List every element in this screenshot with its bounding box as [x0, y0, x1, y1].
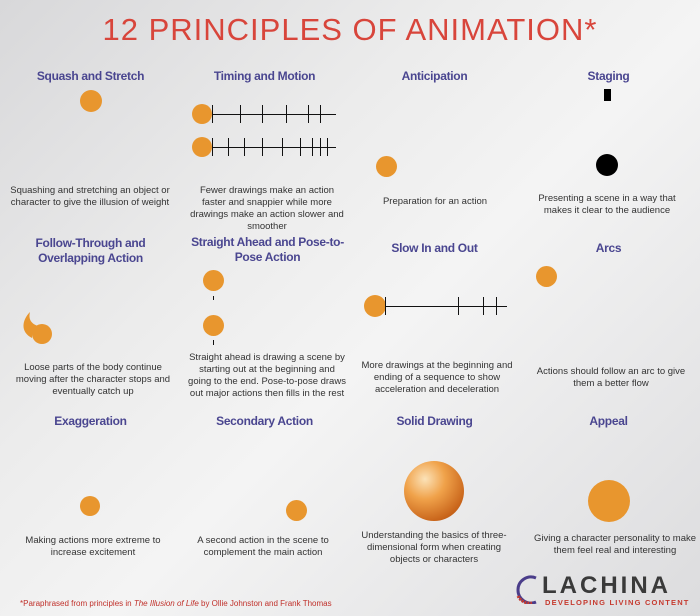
slow-ball — [364, 295, 386, 317]
logo-ring-icon — [516, 575, 537, 604]
timeline-tick — [483, 297, 484, 315]
timeline-tick — [327, 138, 328, 156]
desc-exaggeration: Making actions more extreme to increase … — [25, 535, 161, 558]
timeline-tick — [240, 105, 241, 123]
page-title: 12 PRINCIPLES OF ANIMATION* — [102, 12, 598, 47]
desc-follow-through: Loose parts of the body continue moving … — [15, 362, 171, 397]
timing-ball-1 — [192, 104, 212, 124]
timeline-tick — [496, 297, 497, 315]
desc-anticipation: Preparation for an action — [382, 196, 488, 207]
heading-timing: Timing and Motion — [213, 69, 316, 83]
timeline-tick — [385, 297, 386, 315]
desc-staging: Presenting a scene in a way that makes i… — [538, 193, 676, 216]
timeline-tick — [320, 138, 321, 156]
desc-slow-in-out: More drawings at the beginning and endin… — [361, 360, 513, 395]
heading-solid-drawing: Solid Drawing — [396, 414, 473, 428]
timeline-tick — [228, 138, 229, 156]
appeal-ball — [588, 480, 630, 522]
desc-timing: Fewer drawings make an action faster and… — [190, 185, 344, 232]
timeline-tick — [308, 105, 309, 123]
timeline-tick — [286, 105, 287, 123]
desc-solid-drawing: Understanding the basics of three-dimens… — [361, 530, 507, 565]
timeline-tick — [282, 138, 283, 156]
staging-ball — [596, 154, 618, 176]
desc-secondary-action: A second action in the scene to compleme… — [197, 535, 329, 558]
timeline-tick — [244, 138, 245, 156]
heading-anticipation: Anticipation — [401, 69, 468, 83]
heading-arcs: Arcs — [595, 241, 622, 255]
desc-arcs: Actions should follow an arc to give the… — [536, 366, 686, 389]
heading-slow-in-out: Slow In and Out — [391, 241, 478, 255]
pose-ball-2 — [203, 315, 224, 336]
solid-sphere — [404, 461, 464, 521]
squash-ball — [80, 90, 102, 112]
desc-squash-stretch: Squashing and stretching an object or ch… — [10, 185, 170, 208]
timeline-tick — [212, 105, 213, 123]
heading-appeal: Appeal — [589, 414, 628, 428]
arcs-ball — [536, 266, 557, 287]
follow-through-shape — [23, 312, 52, 344]
timing-ball-2 — [192, 137, 212, 157]
desc-appeal: Giving a character personality to make t… — [533, 533, 697, 556]
timeline-tick — [300, 138, 301, 156]
timeline-tick — [262, 105, 263, 123]
heading-secondary-action: Secondary Action — [216, 414, 313, 428]
timeline-tick — [212, 138, 213, 156]
heading-exaggeration: Exaggeration — [54, 414, 127, 428]
heading-staging: Staging — [587, 69, 630, 83]
pose-ball-1 — [203, 270, 224, 291]
timeline-tick — [320, 105, 321, 123]
staging-small-square — [604, 89, 611, 101]
exaggeration-ball — [80, 496, 100, 516]
timeline-tick — [458, 297, 459, 315]
heading-squash-stretch: Squash and Stretch — [36, 69, 145, 83]
timeline-tick — [312, 138, 313, 156]
timeline-1 — [212, 114, 336, 115]
heading-follow-through: Follow-Through and Overlapping Action — [35, 236, 146, 265]
anticipation-ball — [376, 156, 397, 177]
footnote: *Paraphrased from principles in The Illu… — [20, 599, 332, 608]
heading-straight-ahead: Straight Ahead and Pose-to-Pose Action — [191, 235, 344, 264]
timeline-2 — [212, 147, 336, 148]
timeline-tick — [262, 138, 263, 156]
desc-straight-ahead: Straight ahead is drawing a scene by sta… — [188, 352, 346, 399]
secondary-ball — [286, 500, 307, 521]
